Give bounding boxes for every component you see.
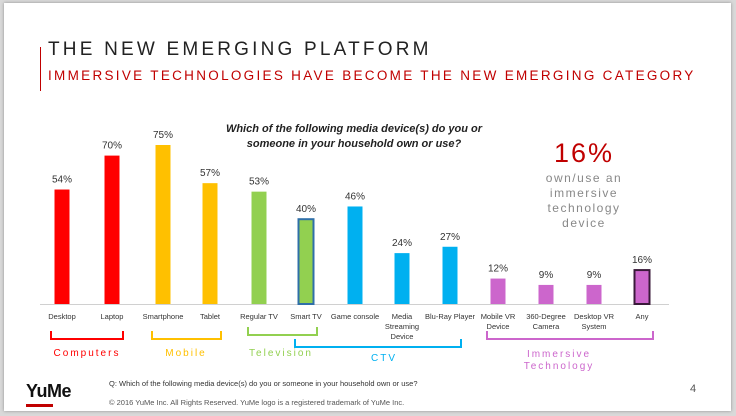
group-bracket-television bbox=[247, 327, 318, 336]
category-label-desktop: Desktop bbox=[48, 312, 76, 321]
callout-text: own/use an immersive technology device bbox=[534, 171, 634, 231]
value-label-any: 16% bbox=[632, 255, 652, 266]
value-label-desktop-vr-system: 9% bbox=[587, 270, 602, 281]
value-label-mobile-vr-device: 12% bbox=[488, 264, 508, 275]
group-bracket-ctv bbox=[294, 339, 462, 348]
callout-line-3: technology bbox=[547, 201, 621, 215]
category-label-desktop-vr-system-line-1: Desktop VR bbox=[574, 312, 615, 321]
category-label-360-degree-camera-line-1: 360-Degree bbox=[526, 312, 566, 321]
bar-mobile-vr-device bbox=[490, 278, 506, 304]
group-bracket-computers bbox=[50, 331, 124, 340]
value-label-360-degree-camera: 9% bbox=[539, 270, 554, 281]
group-label-immersive-line-1: Immersive bbox=[526, 349, 592, 360]
group-label-immersive: Immersive Technology bbox=[509, 349, 609, 373]
category-label-any: Any bbox=[636, 312, 649, 321]
bar-desktop-vr-system bbox=[586, 284, 602, 304]
page-number: 4 bbox=[690, 383, 697, 395]
group-label-immersive-line-2: Technology bbox=[523, 361, 595, 372]
category-label-regular-tv: Regular TV bbox=[240, 312, 278, 321]
bar-game-console bbox=[347, 206, 363, 304]
category-label-laptop: Laptop bbox=[101, 312, 124, 321]
slide: THE NEW EMERGING PLATFORM IMMERSIVE TECH… bbox=[4, 3, 731, 411]
value-label-regular-tv: 53% bbox=[249, 177, 269, 188]
value-label-blu-ray-player: 27% bbox=[440, 232, 460, 243]
bar-blu-ray-player bbox=[442, 246, 458, 304]
slide-title: THE NEW EMERGING PLATFORM bbox=[48, 39, 432, 60]
callout-value: 16% bbox=[553, 138, 615, 168]
value-label-game-console: 46% bbox=[345, 191, 365, 202]
group-label-mobile: Mobile bbox=[165, 348, 207, 359]
value-label-laptop: 70% bbox=[102, 141, 122, 152]
bar-media-streaming-device bbox=[394, 253, 410, 304]
value-label-desktop: 54% bbox=[52, 175, 72, 186]
chart-question-line-1: Which of the following media device(s) d… bbox=[225, 123, 483, 135]
chart-question-line-2: someone in your household own or use? bbox=[246, 138, 462, 150]
bar-laptop bbox=[104, 155, 120, 304]
category-label-media-streaming-device-line-1: Media bbox=[392, 312, 413, 321]
bar-360-degree-camera bbox=[538, 284, 554, 304]
group-bracket-mobile bbox=[151, 331, 222, 340]
footer-copyright: © 2016 YuMe Inc. All Rights Reserved. Yu… bbox=[109, 398, 405, 407]
category-label-mobile-vr-device-line-1: Mobile VR bbox=[481, 312, 516, 321]
category-label-media-streaming-device-line-2: Streaming bbox=[385, 322, 419, 331]
group-label-ctv: CTV bbox=[371, 353, 397, 364]
bar-regular-tv bbox=[251, 191, 267, 304]
category-label-360-degree-camera-line-2: Camera bbox=[533, 322, 561, 331]
group-label-television: Television bbox=[249, 348, 313, 359]
value-label-media-streaming-device: 24% bbox=[392, 238, 412, 249]
category-label-desktop-vr-system-line-2: System bbox=[581, 322, 606, 331]
callout-line-4: device bbox=[562, 216, 606, 230]
yume-logo: YuMe bbox=[26, 381, 72, 401]
bar-any bbox=[633, 269, 651, 305]
callout-line-2: immersive bbox=[549, 186, 619, 200]
value-label-tablet: 57% bbox=[200, 168, 220, 179]
category-label-media-streaming-device-line-3: Device bbox=[391, 332, 414, 341]
slide-subtitle: IMMERSIVE TECHNOLOGIES HAVE BECOME THE N… bbox=[48, 68, 696, 83]
callout-line-1: own/use an bbox=[545, 171, 623, 185]
value-label-smartphone: 75% bbox=[153, 130, 173, 141]
category-label-smart-tv: Smart TV bbox=[290, 312, 322, 321]
footer-question: Q: Which of the following media device(s… bbox=[109, 379, 418, 388]
category-label-blu-ray-player: Blu-Ray Player bbox=[425, 312, 476, 321]
group-bracket-immersive bbox=[486, 331, 654, 340]
bar-smart-tv bbox=[297, 218, 315, 305]
group-label-computers: Computers bbox=[53, 348, 121, 359]
value-label-smart-tv: 40% bbox=[296, 204, 316, 215]
category-label-game-console: Game console bbox=[331, 312, 379, 321]
category-label-tablet: Tablet bbox=[200, 312, 221, 321]
category-label-smartphone: Smartphone bbox=[143, 312, 184, 321]
bar-chart: 54% Desktop 70% Laptop 75% Smartphone 57% Table… bbox=[40, 130, 669, 348]
bar-smartphone bbox=[155, 145, 171, 304]
title-divider bbox=[40, 47, 41, 91]
category-label-mobile-vr-device-line-2: Device bbox=[487, 322, 510, 331]
bar-desktop bbox=[54, 189, 70, 304]
bar-tablet bbox=[202, 183, 218, 304]
chart-question: Which of the following media device(s) d… bbox=[204, 122, 504, 152]
logo-underline bbox=[26, 404, 53, 407]
